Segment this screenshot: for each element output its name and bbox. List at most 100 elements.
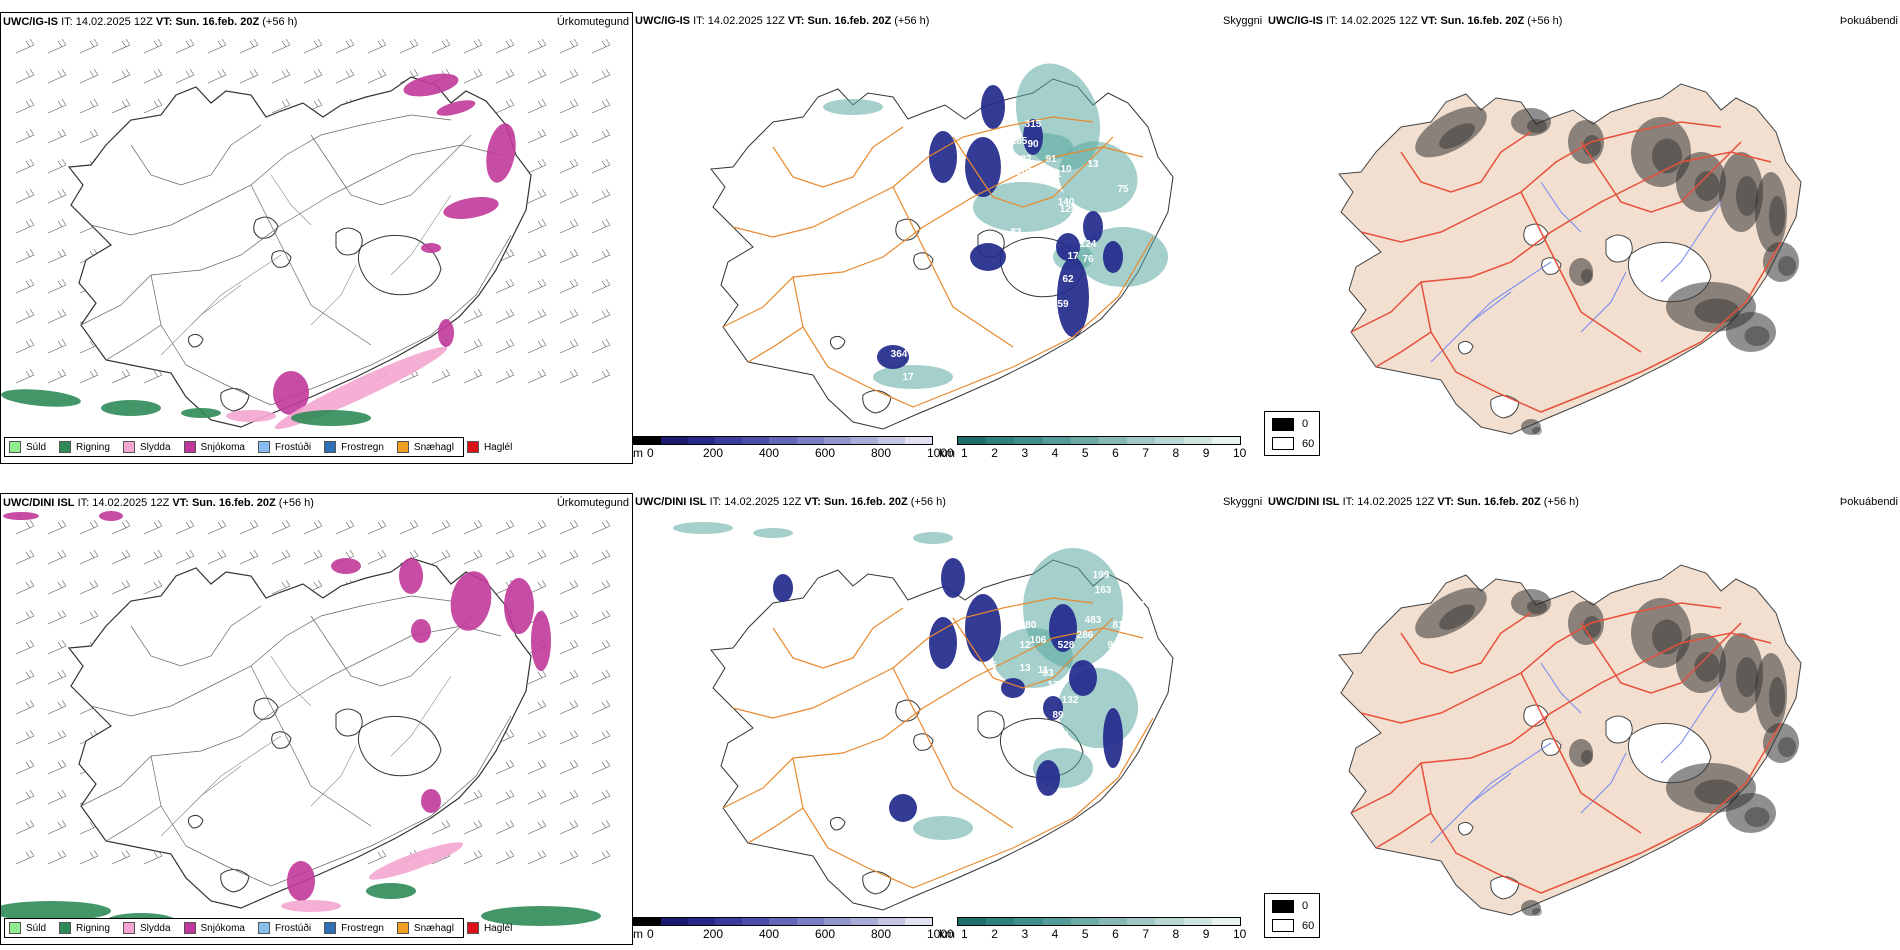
colorbar-step (1127, 918, 1156, 925)
wind-barb (463, 789, 483, 805)
wind-barb (399, 38, 419, 54)
field-patch (1527, 600, 1547, 614)
field-patch (673, 522, 733, 534)
wind-barb (559, 639, 579, 655)
visibility-value-label: 13 (1087, 159, 1099, 170)
legend-label: Snjókoma (200, 441, 245, 453)
wind-barb (527, 188, 547, 204)
legend-label: Rigning (76, 922, 110, 934)
wind-barb (431, 38, 451, 54)
wind-barb (79, 849, 99, 865)
legend-swatch (257, 922, 270, 934)
visibility-value-label: 83 (1010, 227, 1022, 238)
road-line (250, 665, 372, 827)
wind-barb (47, 669, 67, 685)
wind-barb (527, 98, 547, 114)
wind-barb (559, 669, 579, 685)
wind-barb (527, 68, 547, 84)
field-patch (281, 900, 341, 912)
colorbar-step (769, 918, 797, 925)
visibility-value-label: 90 (1057, 730, 1069, 741)
visibility-bar (957, 917, 1241, 926)
wind-barb (47, 579, 67, 595)
field-patch (1769, 196, 1785, 236)
wind-barb (15, 729, 35, 745)
river-line (160, 765, 242, 837)
wind-barb (495, 38, 515, 54)
iceland-precip-map (1, 38, 611, 430)
wind-barb (15, 639, 35, 655)
colorbar-step (688, 918, 716, 925)
colorbar-step (986, 437, 1015, 444)
field-patch (1036, 760, 1060, 796)
wind-barb (527, 128, 547, 144)
legend-item-snæhagl: Snæhagl (396, 922, 454, 934)
wind-barb (47, 218, 67, 234)
field-patch (1043, 696, 1063, 720)
field-patch (1103, 708, 1123, 768)
visibility-value-label: 286 (1077, 630, 1094, 641)
colorbar-tick-label: 4 (1051, 927, 1059, 941)
wind-barb (591, 248, 611, 264)
vis-unit: km (939, 927, 955, 941)
field-patch (1056, 233, 1080, 261)
legend-swatch (396, 441, 409, 453)
field-patch (1069, 660, 1097, 696)
wind-barb (47, 759, 67, 775)
field-patch (1532, 908, 1542, 916)
wind-barb (111, 549, 131, 565)
road-line (1375, 812, 1432, 849)
wind-barb (15, 699, 35, 715)
cloud-unit: m (633, 446, 643, 460)
legend-item-súld: Súld (9, 922, 46, 934)
colorbar-tick-label: 4 (1051, 446, 1059, 460)
field-patch (1769, 677, 1785, 717)
field-patch (1521, 900, 1541, 916)
road-line (1375, 331, 1432, 368)
legend-item-frostregn: Frostregn (324, 441, 384, 453)
wind-barb (303, 38, 323, 54)
legend-swatch (324, 922, 337, 934)
river-line (390, 194, 452, 276)
field-patch (1, 901, 111, 921)
colorbar-tick-label: 1 (961, 446, 968, 460)
wind-barb (591, 699, 611, 715)
visibility-value-label: 76 (1082, 254, 1094, 265)
wind-barb (15, 549, 35, 565)
legend-item-haglél: Haglél (466, 441, 512, 453)
colorbar-step (796, 437, 824, 444)
wind-barb (527, 729, 547, 745)
field-patch (1511, 589, 1551, 617)
wind-barb (207, 549, 227, 565)
wind-barb (367, 549, 387, 565)
wind-barb (527, 158, 547, 174)
visibility-value-label: 140 (1058, 197, 1075, 208)
field-patch (1532, 427, 1542, 435)
field-patch (1694, 298, 1740, 324)
field-patch (1694, 171, 1720, 201)
road-line (732, 116, 1094, 238)
wind-barb (463, 819, 483, 835)
field-patch (181, 408, 221, 418)
river-line (160, 284, 242, 356)
road-line (952, 136, 1114, 208)
legend-label: Snæhagl (413, 441, 454, 453)
colorbar-step (1183, 437, 1212, 444)
colorbar-step (634, 918, 662, 925)
legend-label: Frostúði (274, 922, 312, 934)
glacier-outline (335, 708, 363, 737)
cloud-base-bar (633, 917, 933, 926)
wind-barb (47, 609, 67, 625)
legend-swatch (59, 441, 72, 453)
visibility-value-label: 75 (1117, 184, 1129, 195)
wind-barb (15, 188, 35, 204)
wind-barb (335, 38, 355, 54)
legend-swatch (257, 441, 270, 453)
road-line (105, 324, 162, 361)
field-patch (1415, 106, 1487, 158)
wind-barb (303, 68, 323, 84)
glacier-outline (253, 697, 279, 720)
colorbar-step (1070, 437, 1100, 444)
wind-barb (303, 519, 323, 535)
wind-barb (79, 38, 99, 54)
